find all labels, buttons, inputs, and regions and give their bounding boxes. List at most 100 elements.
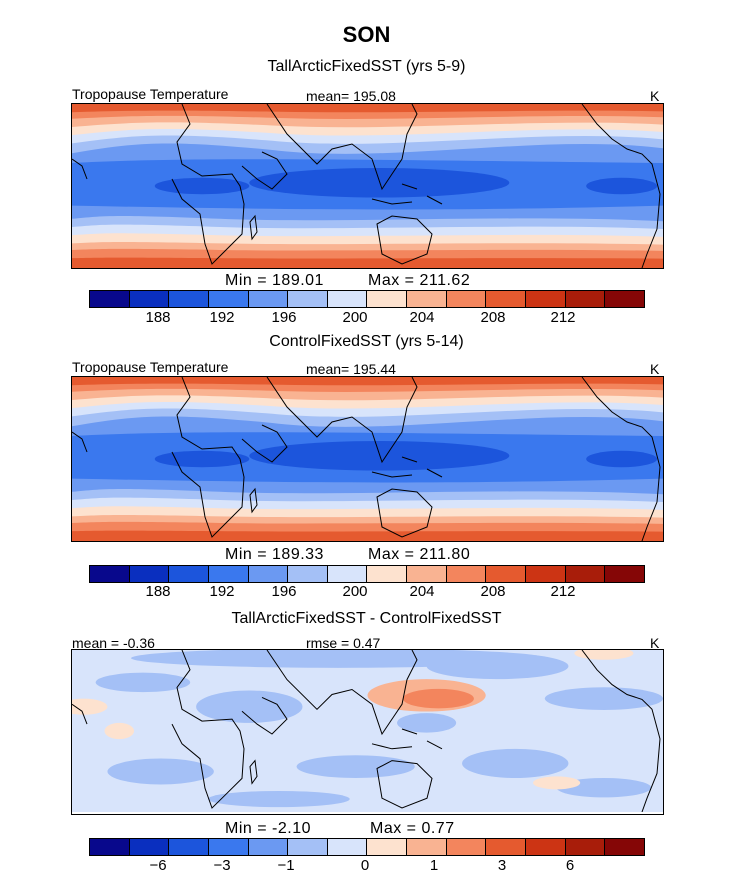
figure-title: SON <box>342 22 391 47</box>
coastline <box>249 759 258 785</box>
colorbar-swatch <box>129 839 170 855</box>
colorbar-swatch <box>327 839 368 855</box>
coastline <box>241 151 288 190</box>
colorbar-swatch <box>605 291 644 307</box>
colorbar-swatch <box>367 839 408 855</box>
coastline <box>371 728 443 750</box>
colorbar-swatch <box>129 566 170 582</box>
contour-patch <box>207 790 350 808</box>
panel-2-units: K <box>650 361 660 377</box>
panel-3-min: Min = -2.10 <box>225 820 311 837</box>
coastline <box>171 104 245 265</box>
colorbar-swatch <box>526 839 566 855</box>
panel-3-colorbar-ticks: −6 −3 −1 0 1 3 6 <box>0 857 733 877</box>
contour-band <box>154 177 250 195</box>
colorbar-swatch <box>367 566 408 582</box>
colorbar-swatch <box>526 291 566 307</box>
panel-1-units: K <box>650 88 660 104</box>
panel-2-tick: 200 <box>342 583 368 600</box>
colorbar-swatch <box>90 566 130 582</box>
coastline <box>581 104 661 268</box>
panel-2-coastlines <box>72 377 661 541</box>
coastline <box>72 158 88 180</box>
contour-band <box>72 257 663 268</box>
panel-1-tick: 200 <box>342 309 368 326</box>
panel-1-tick: 204 <box>409 309 435 326</box>
coastline <box>376 215 433 265</box>
panel-2-contour-plot <box>72 377 663 541</box>
contour-band <box>154 450 250 468</box>
colorbar-swatch <box>169 839 209 855</box>
panel-2-tick: 188 <box>145 583 171 600</box>
panel-2-tick: 208 <box>480 583 506 600</box>
coastline <box>171 377 245 538</box>
coastline <box>266 377 418 464</box>
coastline <box>581 377 661 541</box>
coastline <box>72 703 88 725</box>
colorbar-swatch <box>407 291 447 307</box>
panel-1-map <box>71 103 664 269</box>
panel-2-tick: 212 <box>550 583 576 600</box>
colorbar-swatch <box>565 291 606 307</box>
coastline <box>266 104 418 191</box>
contour-band <box>72 530 663 541</box>
panel-1-tick: 192 <box>209 309 235 326</box>
colorbar-swatch <box>446 291 487 307</box>
colorbar-swatch <box>248 291 289 307</box>
contour-patch <box>397 713 457 733</box>
colorbar-swatch <box>169 291 209 307</box>
contour-band <box>249 167 510 198</box>
colorbar-swatch <box>288 839 328 855</box>
colorbar-swatch <box>208 839 249 855</box>
colorbar-swatch <box>407 566 447 582</box>
contour-patch <box>426 653 569 680</box>
coastline <box>371 456 443 478</box>
panel-1-max: Max = 211.62 <box>368 272 471 289</box>
colorbar-swatch <box>486 839 527 855</box>
colorbar-swatch <box>288 291 328 307</box>
coastline <box>241 696 288 735</box>
contour-band <box>249 440 510 471</box>
colorbar-swatch <box>446 839 487 855</box>
panel-3-max: Max = 0.77 <box>370 820 455 837</box>
colorbar-swatch <box>367 291 408 307</box>
colorbar-swatch <box>90 839 130 855</box>
colorbar-swatch <box>288 566 328 582</box>
colorbar-swatch <box>605 839 644 855</box>
colorbar-swatch <box>407 839 447 855</box>
panel-1-tick: 196 <box>271 309 297 326</box>
contour-patch <box>574 650 634 660</box>
colorbar-swatch <box>248 839 289 855</box>
panel-1-tick: 208 <box>480 309 506 326</box>
panel-2-tick: 196 <box>271 583 297 600</box>
colorbar-swatch <box>327 291 368 307</box>
colorbar-swatch <box>248 566 289 582</box>
panel-3-units: K <box>650 635 660 651</box>
panel-2-map <box>71 376 664 542</box>
coastline <box>376 760 433 809</box>
colorbar-swatch <box>605 566 644 582</box>
colorbar-swatch <box>208 566 249 582</box>
contour-patch <box>462 748 569 778</box>
coastline <box>371 183 443 205</box>
panel-1-colorbar-ticks: 188 192 196 200 204 208 212 <box>0 309 733 329</box>
contour-band <box>72 377 663 386</box>
panel-3-rmse: rmse = 0.47 <box>306 635 381 651</box>
colorbar-swatch <box>129 291 170 307</box>
colorbar-swatch <box>565 839 606 855</box>
panel-1-field-label: Tropopause Temperature <box>72 86 229 102</box>
colorbar-swatch <box>486 291 527 307</box>
panel-3-tick: 6 <box>565 857 575 874</box>
contour-patch <box>196 690 303 723</box>
panel-2-mean: mean= 195.44 <box>306 361 396 377</box>
colorbar-swatch <box>327 566 368 582</box>
colorbar-swatch <box>526 566 566 582</box>
panel-3-tick: −3 <box>213 857 231 874</box>
panel-1-mean: mean= 195.08 <box>306 88 396 104</box>
contour-patch <box>532 776 581 790</box>
panel-1-colorbar <box>89 290 645 308</box>
panel-3-tick: 1 <box>429 857 439 874</box>
colorbar-swatch <box>169 566 209 582</box>
colorbar-swatch <box>446 566 487 582</box>
panel-1-min: Min = 189.01 <box>225 272 324 289</box>
